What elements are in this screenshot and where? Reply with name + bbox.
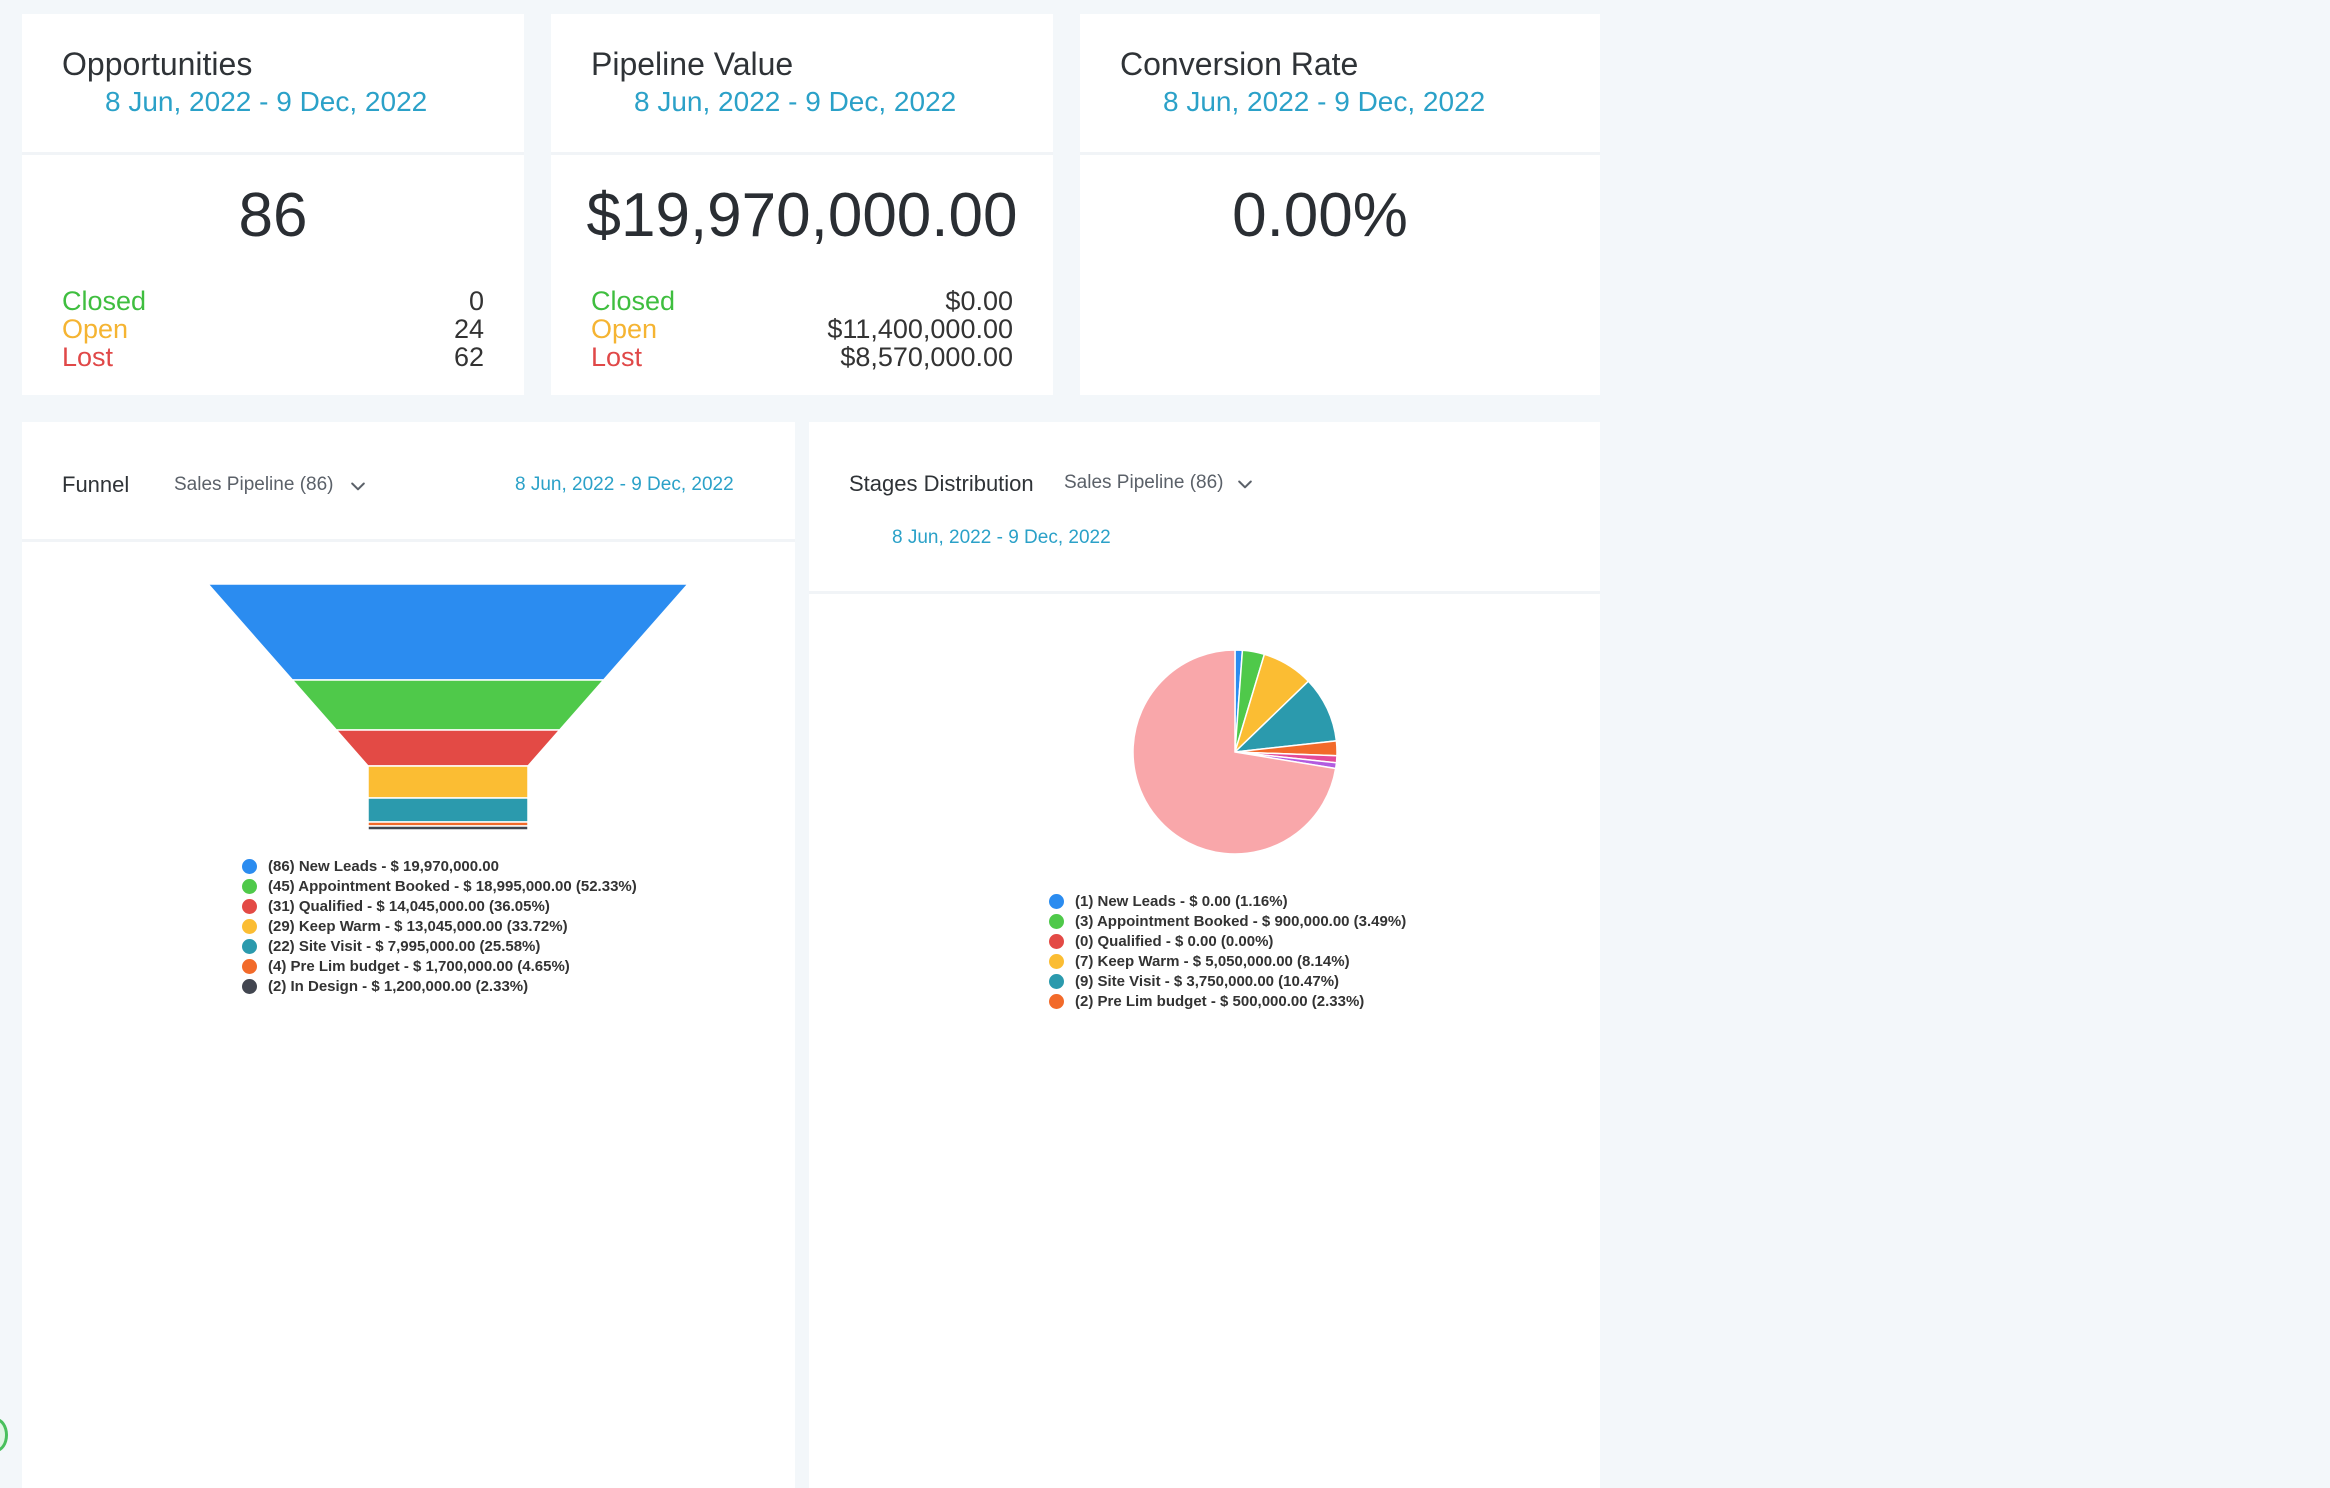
- legend-dot: [242, 918, 257, 934]
- legend-dot: [242, 978, 257, 994]
- conversion-rate-card: Conversion Rate 8 Jun, 2022 - 9 Dec, 202…: [1080, 14, 1600, 395]
- legend-item[interactable]: (2) Pre Lim budget - $ 500,000.00 (2.33%…: [1049, 991, 1406, 1011]
- stat-row-value: $8,570,000.00: [840, 342, 1013, 372]
- legend-label: (2) In Design - $ 1,200,000.00 (2.33%): [268, 977, 529, 995]
- stat-row-closed: Closed $0.00: [591, 286, 1013, 326]
- pipeline-select[interactable]: Sales Pipeline (86): [1064, 472, 1224, 493]
- legend-label: (29) Keep Warm - $ 13,045,000.00 (33.72%…: [268, 917, 568, 935]
- stages-pie-chart: [1132, 649, 1338, 855]
- legend-dot: [1049, 913, 1064, 929]
- legend-label: (4) Pre Lim budget - $ 1,700,000.00 (4.6…: [268, 957, 570, 975]
- stat-row-value: $11,400,000.00: [827, 314, 1013, 344]
- stat-row-label: Open: [62, 314, 129, 344]
- legend-item[interactable]: (9) Site Visit - $ 3,750,000.00 (10.47%): [1049, 971, 1406, 991]
- legend-dot: [1049, 893, 1064, 909]
- legend-dot: [242, 958, 257, 974]
- stat-row-lost: Lost 62: [62, 342, 484, 382]
- chevron-down-icon[interactable]: [348, 476, 368, 496]
- date-range[interactable]: 8 Jun, 2022 - 9 Dec, 2022: [1163, 86, 1486, 117]
- legend-item[interactable]: (0) Qualified - $ 0.00 (0.00%): [1049, 931, 1406, 951]
- stat-value: $19,970,000.00: [586, 181, 1018, 250]
- funnel-legend: (86) New Leads - $ 19,970,000.00 (45) Ap…: [242, 856, 637, 996]
- card-title: Conversion Rate: [1120, 46, 1359, 82]
- stages-distribution-panel: Stages Distribution Sales Pipeline (86) …: [809, 422, 1600, 1488]
- funnel-segment-in-design[interactable]: [367, 825, 529, 831]
- stat-row-label: Closed: [591, 286, 676, 316]
- legend-item[interactable]: (45) Appointment Booked - $ 18,995,000.0…: [242, 876, 637, 896]
- legend-item[interactable]: (1) New Leads - $ 0.00 (1.16%): [1049, 891, 1406, 911]
- chevron-down-icon[interactable]: [1235, 474, 1255, 494]
- card-divider: [551, 152, 1053, 155]
- funnel-chart: [206, 583, 690, 831]
- stat-row-lost: Lost $8,570,000.00: [591, 342, 1013, 382]
- stat-row-value: 62: [453, 342, 484, 372]
- pipeline-value-card: Pipeline Value 8 Jun, 2022 - 9 Dec, 2022…: [551, 14, 1053, 395]
- legend-label: (86) New Leads - $ 19,970,000.00: [268, 857, 499, 875]
- legend-label: (22) Site Visit - $ 7,995,000.00 (25.58%…: [268, 937, 541, 955]
- legend-item[interactable]: (2) In Design - $ 1,200,000.00 (2.33%): [242, 976, 637, 996]
- panel-title: Funnel: [62, 472, 130, 497]
- funnel-segment-keep-warm[interactable]: [367, 765, 529, 799]
- legend-dot: [1049, 933, 1064, 949]
- card-divider: [22, 152, 524, 155]
- stat-row-value: 0: [468, 286, 484, 316]
- legend-item[interactable]: (4) Pre Lim budget - $ 1,700,000.00 (4.6…: [242, 956, 637, 976]
- legend-item[interactable]: (86) New Leads - $ 19,970,000.00: [242, 856, 637, 876]
- funnel-panel: Funnel Sales Pipeline (86) 8 Jun, 2022 -…: [22, 422, 795, 1488]
- legend-label: (1) New Leads - $ 0.00 (1.16%): [1075, 892, 1288, 910]
- stat-value: 0.00%: [1232, 181, 1408, 250]
- funnel-segment-appointment-booked[interactable]: [290, 679, 606, 731]
- legend-dot: [242, 938, 257, 954]
- stat-row-open: Open 24: [62, 314, 484, 354]
- date-range[interactable]: 8 Jun, 2022 - 9 Dec, 2022: [892, 527, 1111, 548]
- legend-label: (31) Qualified - $ 14,045,000.00 (36.05%…: [268, 897, 550, 915]
- card-title: Opportunities: [62, 46, 253, 82]
- legend-item[interactable]: (31) Qualified - $ 14,045,000.00 (36.05%…: [242, 896, 637, 916]
- stat-row-label: Lost: [591, 342, 643, 372]
- date-range[interactable]: 8 Jun, 2022 - 9 Dec, 2022: [515, 474, 734, 495]
- panel-divider: [809, 591, 1600, 594]
- legend-item[interactable]: (3) Appointment Booked - $ 900,000.00 (3…: [1049, 911, 1406, 931]
- panel-divider: [22, 539, 795, 542]
- legend-dot: [1049, 993, 1064, 1009]
- stat-row-closed: Closed 0: [62, 286, 484, 326]
- legend-dot: [242, 858, 257, 874]
- stat-row-value: $0.00: [945, 286, 1013, 316]
- legend-dot: [1049, 953, 1064, 969]
- legend-label: (0) Qualified - $ 0.00 (0.00%): [1075, 932, 1274, 950]
- legend-dot: [242, 898, 257, 914]
- legend-dot: [242, 878, 257, 894]
- stat-value: 86: [238, 181, 308, 250]
- funnel-segment-site-visit[interactable]: [367, 797, 529, 823]
- legend-label: (2) Pre Lim budget - $ 500,000.00 (2.33%…: [1075, 992, 1365, 1010]
- funnel-segment-new-leads[interactable]: [206, 583, 690, 681]
- stat-row-value: 24: [453, 314, 484, 344]
- legend-label: (3) Appointment Booked - $ 900,000.00 (3…: [1075, 912, 1407, 930]
- date-range[interactable]: 8 Jun, 2022 - 9 Dec, 2022: [105, 86, 428, 117]
- pie-slice-other-3[interactable]: [1132, 649, 1337, 855]
- stat-row-open: Open $11,400,000.00: [591, 314, 1013, 354]
- funnel-segment-qualified[interactable]: [334, 729, 562, 767]
- opportunities-card: Opportunities 8 Jun, 2022 - 9 Dec, 2022 …: [22, 14, 524, 395]
- legend-item[interactable]: (7) Keep Warm - $ 5,050,000.00 (8.14%): [1049, 951, 1406, 971]
- panel-title: Stages Distribution: [849, 471, 1034, 496]
- legend-dot: [1049, 973, 1064, 989]
- stat-row-label: Lost: [62, 342, 114, 372]
- legend-item[interactable]: (29) Keep Warm - $ 13,045,000.00 (33.72%…: [242, 916, 637, 936]
- date-range[interactable]: 8 Jun, 2022 - 9 Dec, 2022: [634, 86, 957, 117]
- stat-row-label: Open: [591, 314, 658, 344]
- card-divider: [1080, 152, 1600, 155]
- card-title: Pipeline Value: [591, 46, 794, 82]
- pipeline-select[interactable]: Sales Pipeline (86): [174, 474, 334, 495]
- stages-legend: (1) New Leads - $ 0.00 (1.16%) (3) Appoi…: [1049, 891, 1406, 1011]
- legend-label: (7) Keep Warm - $ 5,050,000.00 (8.14%): [1075, 952, 1350, 970]
- legend-item[interactable]: (22) Site Visit - $ 7,995,000.00 (25.58%…: [242, 936, 637, 956]
- legend-label: (45) Appointment Booked - $ 18,995,000.0…: [268, 877, 637, 895]
- stat-row-label: Closed: [62, 286, 147, 316]
- legend-label: (9) Site Visit - $ 3,750,000.00 (10.47%): [1075, 972, 1340, 990]
- help-widget-icon[interactable]: [0, 1418, 8, 1452]
